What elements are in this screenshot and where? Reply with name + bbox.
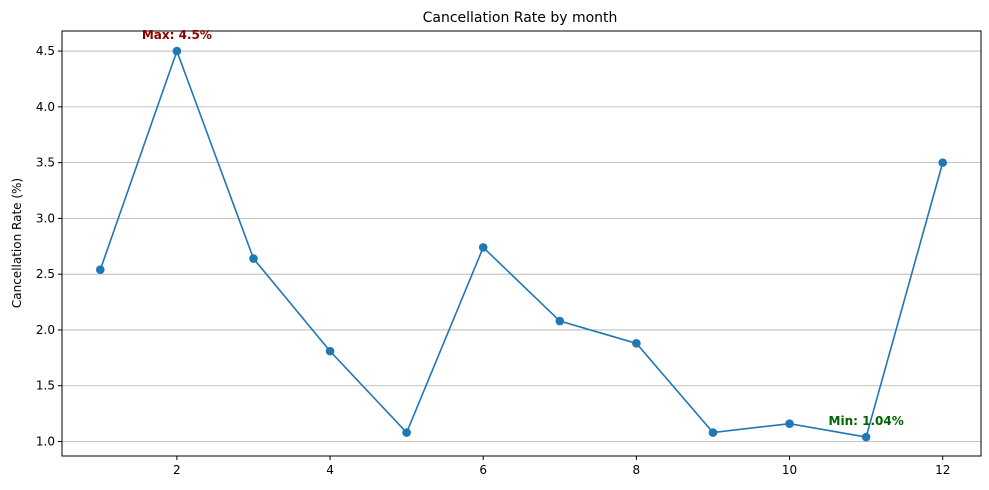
y-tick-label: 1.5 [36, 379, 55, 393]
series-layer [95, 46, 948, 442]
data-point [708, 428, 718, 437]
data-point [402, 428, 411, 437]
data-point [785, 419, 794, 428]
x-tick-label: 8 [633, 463, 641, 477]
max-annotation: Max: 4.5% [142, 28, 212, 42]
y-tick-label: 4.5 [36, 44, 55, 58]
series-line [99, 48, 944, 438]
data-point [555, 316, 565, 326]
data-point [632, 339, 641, 348]
axes-layer: 1.0 1.5 2.0 2.5 3.0 3.5 4.0 4.5 2 4 6 8 10 12 [36, 30, 982, 477]
y-tick-label: 1.0 [36, 434, 55, 448]
min-annotation: Min: 1.04% [829, 414, 904, 428]
y-tick-label: 3.0 [36, 211, 55, 225]
chart-title: Cancellation Rate by month [423, 10, 618, 26]
data-point [172, 46, 182, 56]
grid-layer [62, 50, 981, 442]
plot-frame [61, 30, 982, 457]
y-axis-label: Cancellation Rate (%) [10, 178, 24, 308]
x-tick-label: 10 [782, 463, 797, 477]
x-tick-label: 4 [326, 463, 334, 477]
data-point [95, 265, 105, 275]
annotation-layer: Max: 4.5% Min: 1.04% [142, 28, 904, 428]
y-tick-label: 3.5 [36, 156, 55, 170]
y-tick-label: 2.5 [36, 267, 55, 281]
data-point [249, 254, 258, 263]
data-point [938, 158, 948, 167]
data-point [325, 346, 335, 356]
x-tick-label: 2 [173, 463, 181, 477]
y-tick-label: 2.0 [36, 323, 55, 337]
data-point [861, 432, 871, 442]
y-tick-label: 4.0 [36, 100, 55, 114]
data-point [478, 243, 488, 252]
x-tick-label: 12 [935, 463, 950, 477]
x-tick-label: 6 [479, 463, 487, 477]
